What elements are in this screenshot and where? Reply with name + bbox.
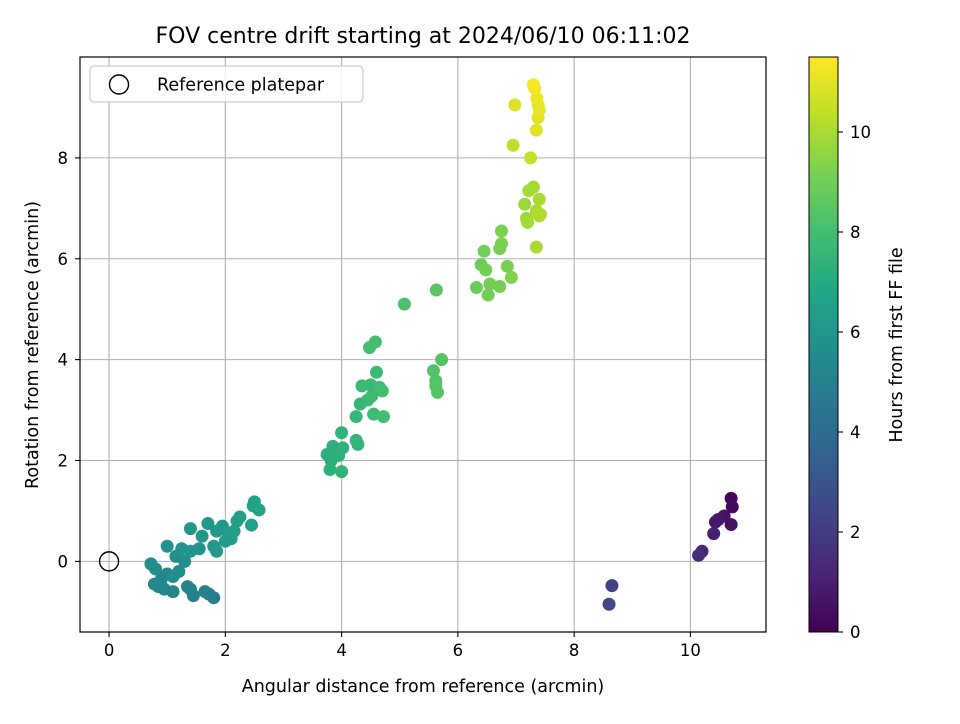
scatter-point bbox=[479, 263, 493, 277]
scatter-point bbox=[195, 529, 209, 543]
scatter-point bbox=[533, 207, 547, 221]
scatter-point bbox=[493, 279, 507, 293]
colorbar-label: Hours from first FF file bbox=[887, 247, 907, 442]
scatter-point bbox=[477, 244, 491, 258]
chart-title: FOV centre drift starting at 2024/06/10 … bbox=[156, 24, 691, 49]
colorbar-tick-label: 2 bbox=[850, 523, 861, 542]
scatter-point bbox=[602, 597, 616, 611]
scatter-point bbox=[183, 522, 197, 536]
colorbar: 0 2 4 6 8 10 Hours from first FF file bbox=[808, 56, 907, 642]
colorbar-tick-label: 10 bbox=[850, 123, 871, 142]
scatter-point bbox=[149, 562, 163, 576]
x-tick-label: 6 bbox=[453, 641, 464, 660]
scatter-point bbox=[172, 564, 186, 578]
scatter-point bbox=[469, 281, 483, 295]
scatter-point bbox=[245, 518, 258, 532]
y-tick-label: 0 bbox=[58, 552, 69, 571]
x-tick-label: 0 bbox=[104, 641, 115, 660]
y-axis-label: Rotation from reference (arcmin) bbox=[23, 201, 43, 489]
scatter-point bbox=[532, 192, 546, 206]
y-tick-label: 4 bbox=[58, 351, 69, 370]
scatter-point bbox=[252, 503, 266, 517]
scatter-point bbox=[335, 465, 349, 479]
scatter-point bbox=[504, 270, 518, 284]
x-tick-label: 2 bbox=[220, 641, 231, 660]
scatter-point bbox=[692, 548, 706, 562]
y-tick-label: 2 bbox=[58, 452, 69, 471]
scatter-point bbox=[397, 297, 411, 311]
colorbar-gradient bbox=[808, 56, 839, 633]
scatter-point bbox=[201, 517, 215, 531]
scatter-point bbox=[708, 515, 722, 529]
scatter-point bbox=[518, 197, 532, 211]
scatter-point bbox=[481, 288, 495, 302]
legend: Reference platepar bbox=[89, 65, 364, 103]
scatter-point bbox=[508, 98, 522, 112]
legend-box bbox=[89, 65, 364, 103]
scatter-point bbox=[323, 463, 337, 477]
legend-entry-reference: Reference platepar bbox=[157, 76, 325, 96]
scatter-point bbox=[483, 277, 497, 291]
colorbar-tick-label: 0 bbox=[850, 623, 861, 642]
colorbar-tick-label: 6 bbox=[850, 323, 861, 342]
scatter-point bbox=[367, 407, 381, 421]
x-axis-label: Angular distance from reference (arcmin) bbox=[242, 677, 605, 697]
scatter-point bbox=[210, 544, 224, 558]
scatter-point bbox=[500, 259, 514, 273]
reference-platepar-marker bbox=[98, 551, 120, 572]
scatter-point bbox=[725, 500, 739, 514]
scatter-point bbox=[198, 585, 212, 599]
scatter-point bbox=[426, 364, 440, 378]
scatter-point bbox=[233, 510, 247, 524]
scatter-point bbox=[349, 410, 363, 424]
scatter-point bbox=[605, 579, 619, 593]
scatter-point bbox=[521, 215, 535, 229]
scatter-point bbox=[429, 283, 443, 297]
scatter-point bbox=[192, 542, 206, 556]
plot-area-frame bbox=[79, 56, 767, 633]
colorbar-tick-label: 8 bbox=[850, 223, 861, 242]
x-tick-label: 10 bbox=[680, 641, 701, 660]
axis-ticks: 0 2 4 6 8 10 0 2 4 6 8 bbox=[58, 149, 701, 660]
scatter-point bbox=[529, 123, 543, 137]
colorbar-ticks: 0 2 4 6 8 10 bbox=[838, 123, 871, 642]
scatter-point bbox=[494, 224, 508, 238]
scatter-point bbox=[160, 539, 174, 553]
scatter-point bbox=[365, 389, 379, 403]
data-points bbox=[98, 78, 739, 611]
grid-lines bbox=[80, 57, 766, 632]
scatter-point bbox=[530, 91, 544, 105]
scatter-point bbox=[526, 180, 540, 194]
x-tick-label: 8 bbox=[569, 641, 580, 660]
scatter-point bbox=[369, 365, 383, 379]
y-tick-label: 8 bbox=[58, 149, 69, 168]
scatter-point bbox=[368, 335, 382, 349]
scatter-point bbox=[375, 384, 389, 398]
scatter-point bbox=[336, 441, 350, 455]
scatter-point bbox=[335, 426, 349, 440]
scatter-point bbox=[376, 410, 390, 424]
scatter-point bbox=[227, 524, 241, 538]
x-tick-label: 4 bbox=[336, 641, 347, 660]
scatter-point bbox=[429, 379, 443, 393]
scatter-point bbox=[494, 237, 508, 251]
legend-marker-icon bbox=[108, 74, 130, 95]
scatter-point bbox=[524, 151, 538, 165]
scatter-point bbox=[707, 527, 721, 541]
scatter-point bbox=[526, 78, 540, 92]
scatter-point bbox=[181, 580, 195, 594]
scatter-point bbox=[351, 437, 365, 451]
colorbar-tick-label: 4 bbox=[850, 423, 861, 442]
scatter-point bbox=[435, 353, 449, 367]
scatter-point bbox=[529, 240, 543, 254]
scatter-point bbox=[506, 138, 520, 152]
y-tick-label: 6 bbox=[58, 250, 69, 269]
